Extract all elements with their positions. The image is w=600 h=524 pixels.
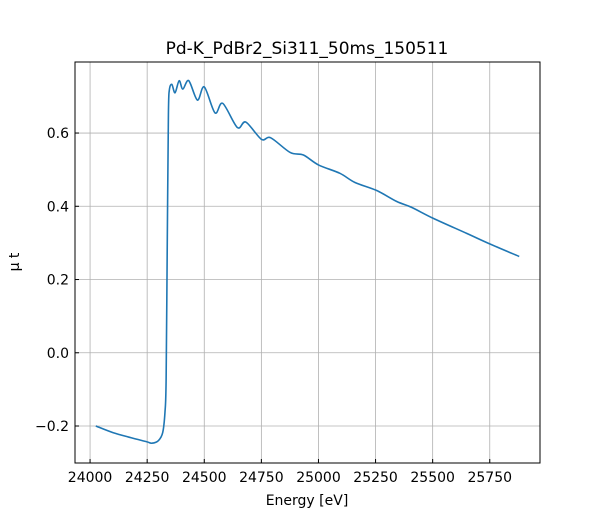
x-tick-label: 24750 [239, 470, 284, 486]
y-tick-label: 0.4 [47, 199, 69, 215]
grid [75, 62, 540, 463]
x-tick-label: 24250 [125, 470, 170, 486]
y-axis-label: μ t [7, 252, 23, 271]
y-tick-label: 0.0 [47, 346, 69, 362]
series-line-mu [95, 79, 520, 445]
x-axis-label: Energy [eV] [266, 493, 349, 509]
x-tick-label: 25250 [353, 470, 398, 486]
y-tick-label: 0.6 [47, 126, 69, 142]
x-tick-label: 24500 [182, 470, 227, 486]
x-tick-label: 24000 [68, 470, 113, 486]
x-tick-label: 25750 [467, 470, 512, 486]
ticks: 24000 24250 24500 24750 25000 25250 25500 25750… [35, 126, 512, 486]
chart-title: Pd-K_PdBr2_Si311_50ms_150511 [166, 39, 449, 59]
x-tick-label: 25500 [410, 470, 455, 486]
x-tick-label: 25000 [296, 470, 341, 486]
y-tick-label: 0.2 [47, 273, 69, 289]
y-tick-label: −0.2 [35, 419, 69, 435]
plot-frame [74, 61, 541, 464]
